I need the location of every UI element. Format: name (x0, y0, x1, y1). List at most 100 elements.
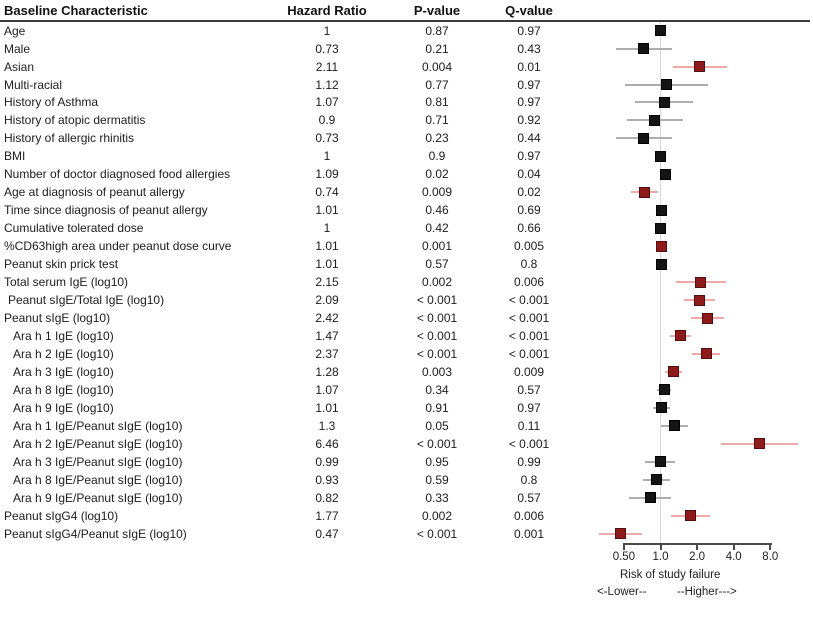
column-header-hazard-ratio: Hazard Ratio (287, 3, 367, 18)
row-q-value: 0.92 (517, 113, 541, 128)
row-label: Ara h 3 IgE (log10) (13, 364, 114, 379)
table-row: Age at diagnosis of peanut allergy 0.74 0.… (0, 183, 600, 201)
row-hazard-ratio: 6.46 (315, 436, 339, 451)
row-q-value: < 0.001 (508, 293, 550, 307)
row-hazard-ratio: 1.47 (315, 328, 339, 343)
table-row: Ara h 2 IgE (log10) 2.37 < 0.001 < 0.001 (0, 345, 600, 363)
row-hazard-ratio: 0.73 (315, 41, 339, 56)
hazard-ratio-marker (655, 258, 667, 270)
hazard-ratio-marker (658, 384, 670, 396)
row-label: Age (4, 23, 26, 38)
row-label: Ara h 2 IgE/Peanut sIgE (log10) (13, 436, 183, 451)
hazard-ratio-marker (753, 438, 765, 450)
row-q-value: 0.66 (517, 221, 541, 236)
row-hazard-ratio: 2.15 (315, 275, 339, 289)
hazard-ratio-marker (655, 204, 667, 216)
row-q-value: < 0.001 (508, 328, 550, 343)
row-hazard-ratio: 0.74 (315, 185, 339, 200)
table-row: Ara h 1 IgE/Peanut sIgE (log10) 1.3 0.05 0.… (0, 417, 600, 435)
row-q-value: 0.006 (513, 275, 545, 289)
row-hazard-ratio: 1 (323, 23, 331, 38)
row-label: Number of doctor diagnosed food allergie… (4, 167, 231, 182)
row-q-value: 0.43 (517, 41, 541, 56)
row-hazard-ratio: 1.01 (315, 400, 339, 415)
table-row: History of Asthma 1.07 0.81 0.97 (0, 93, 600, 111)
row-hazard-ratio: 1.01 (315, 239, 339, 254)
hazard-ratio-marker (644, 492, 656, 504)
hazard-ratio-marker (638, 43, 650, 55)
row-hazard-ratio: 0.82 (315, 490, 339, 505)
row-hazard-ratio: 1.09 (315, 167, 339, 182)
row-q-value: 0.04 (517, 167, 541, 182)
hazard-ratio-marker (695, 276, 707, 288)
row-p-value: 0.87 (425, 23, 449, 38)
row-q-value: 0.97 (517, 149, 541, 164)
row-label: Total serum IgE (log10) (4, 275, 129, 289)
row-q-value: 0.8 (520, 257, 538, 272)
row-p-value: 0.57 (425, 257, 449, 272)
row-p-value: 0.004 (421, 59, 453, 74)
row-p-value: 0.02 (425, 167, 449, 182)
row-hazard-ratio: 1.01 (315, 203, 339, 218)
table-row: Ara h 9 IgE/Peanut sIgE (log10) 0.82 0.33 0… (0, 489, 600, 507)
row-p-value: 0.001 (421, 239, 453, 254)
hazard-ratio-marker (655, 25, 666, 37)
table-row: Peanut sIgE/Total IgE (log10) 2.09 < 0.001… (0, 291, 600, 309)
row-label: Ara h 9 IgE/Peanut sIgE (log10) (13, 490, 183, 505)
column-header-p-value: P-value (413, 3, 461, 18)
x-axis-tick-label: 0.50 (612, 551, 636, 563)
row-label: Ara h 9 IgE (log10) (13, 400, 114, 415)
hazard-ratio-marker (615, 528, 627, 539)
table-row: Age 1 0.87 0.97 (0, 22, 600, 40)
row-p-value: 0.33 (425, 490, 449, 505)
hazard-ratio-marker (651, 474, 663, 486)
row-q-value: 0.001 (513, 526, 545, 541)
row-label: Peanut sIgE (log10) (4, 311, 111, 325)
x-axis-tick (659, 544, 662, 550)
row-hazard-ratio: 0.73 (315, 131, 339, 146)
row-label: History of Asthma (4, 95, 99, 110)
row-hazard-ratio: 0.47 (315, 526, 339, 541)
row-label: Male (4, 41, 31, 56)
row-q-value: 0.69 (517, 203, 541, 218)
row-p-value: < 0.001 (416, 311, 458, 325)
row-hazard-ratio: 1.01 (315, 257, 339, 272)
row-p-value: 0.34 (425, 382, 449, 397)
reference-line (660, 22, 661, 543)
x-axis-tick-label: 2.0 (689, 551, 706, 563)
row-q-value: 0.97 (517, 77, 541, 92)
row-label: History of allergic rhinitis (4, 131, 135, 146)
x-axis-lower-label: <-Lower-- (597, 586, 647, 598)
x-axis-tick (769, 544, 772, 550)
row-p-value: 0.46 (425, 203, 449, 218)
hazard-ratio-marker (655, 222, 666, 234)
table-row: Asian 2.11 0.004 0.01 (0, 58, 600, 76)
hazard-ratio-marker (668, 366, 679, 378)
row-hazard-ratio: 1.28 (315, 364, 339, 379)
row-hazard-ratio: 1 (323, 221, 331, 236)
row-q-value: 0.97 (517, 95, 541, 110)
hazard-ratio-marker (639, 186, 651, 198)
table-row: Ara h 8 IgE/Peanut sIgE (log10) 0.93 0.59 0… (0, 471, 600, 489)
row-label: History of atopic dermatitis (4, 113, 146, 128)
row-p-value: < 0.001 (416, 328, 458, 343)
header-rule (0, 20, 810, 22)
table-row: Ara h 3 IgE/Peanut sIgE (log10) 0.99 0.95 0… (0, 453, 600, 471)
row-label: Peanut skin prick test (4, 257, 119, 272)
row-q-value: < 0.001 (508, 346, 550, 361)
row-p-value: 0.05 (425, 418, 449, 433)
row-label: Peanut sIgE/Total IgE (log10) (8, 293, 165, 307)
column-header-q-value: Q-value (505, 3, 553, 18)
row-p-value: 0.009 (421, 185, 453, 200)
row-p-value: < 0.001 (416, 293, 458, 307)
row-p-value: 0.9 (428, 149, 446, 164)
row-label: BMI (4, 149, 26, 164)
hazard-ratio-marker (694, 61, 706, 72)
row-q-value: < 0.001 (508, 436, 550, 451)
table-row: Cumulative tolerated dose 1 0.42 0.66 (0, 219, 600, 237)
row-q-value: 0.44 (517, 131, 541, 146)
row-q-value: 0.005 (513, 239, 545, 254)
hazard-ratio-marker (658, 96, 670, 108)
row-label: Ara h 1 IgE/Peanut sIgE (log10) (13, 418, 183, 433)
